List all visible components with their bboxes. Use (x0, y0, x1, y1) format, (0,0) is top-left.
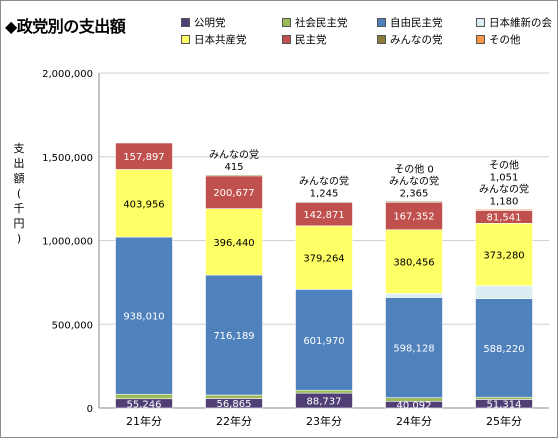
data-label: 598,128 (393, 344, 434, 355)
y-axis-label-char: ( (16, 187, 22, 200)
x-tick-label: 23年分 (306, 414, 342, 428)
bar-segment (205, 274, 263, 396)
bar-segment (295, 289, 353, 391)
y-axis-label-char: 円 (13, 217, 25, 230)
legend-label: 社会民主党 (295, 17, 348, 29)
data-label: 81,541 (487, 212, 522, 223)
data-label: 88,737 (307, 397, 342, 408)
data-label: 588,220 (483, 344, 524, 355)
data-label: 40,092 (397, 401, 432, 412)
data-label: 200,677 (213, 188, 254, 199)
y-tick-label: 500,000 (52, 320, 93, 331)
data-label: 56,865 (217, 399, 252, 410)
annotation-label: その他 0 (394, 162, 434, 175)
annotation-label: みんなの党 (209, 148, 259, 161)
bar-segment (295, 201, 353, 204)
y-axis-label-char: 額 (13, 172, 25, 185)
legend-label: 民主党 (295, 34, 327, 46)
bar-segment (295, 225, 353, 290)
data-label: 601,970 (303, 336, 344, 347)
data-label: 396,440 (213, 238, 254, 249)
bar-segment (205, 174, 263, 209)
annotation-label: みんなの党 (389, 174, 439, 187)
annotation-label: 1,180 (490, 196, 519, 207)
bar-segment (385, 200, 443, 203)
data-label: 379,264 (303, 254, 344, 265)
bar-segment (205, 208, 263, 276)
data-label: 167,352 (393, 212, 434, 223)
chart-title: ◆政党別の支出額 (5, 17, 126, 36)
y-axis-label-char: 出 (13, 157, 25, 170)
data-label: 716,189 (213, 331, 254, 342)
legend-swatch (476, 35, 485, 44)
legend-item: 社会民主党 (282, 15, 348, 30)
annotation-label: 1,051 (490, 172, 519, 183)
data-label: 157,897 (123, 152, 164, 163)
annotation-label: 2,365 (400, 188, 429, 199)
legend-item: その他 (476, 32, 521, 47)
y-tick-label: 1,500,000 (42, 153, 93, 164)
annotation-label: 415 (224, 162, 243, 173)
x-tick-label: 21年分 (126, 414, 162, 428)
x-tick-label: 22年分 (216, 414, 252, 428)
data-label: 55,246 (127, 399, 162, 410)
annotation-label: 1,245 (310, 189, 339, 200)
data-label: 373,280 (483, 251, 524, 262)
y-axis-label-char: ) (16, 232, 22, 245)
legend-item: 日本共産党 (181, 32, 247, 47)
legend-label: みんなの党 (390, 34, 443, 46)
y-tick-label: 2,000,000 (42, 69, 93, 80)
annotation-label: みんなの党 (299, 175, 349, 188)
legend-label: その他 (489, 34, 521, 46)
legend-label: 公明党 (194, 17, 226, 29)
legend-swatch (377, 18, 386, 27)
bar-segment (475, 298, 533, 398)
bar-segment (115, 169, 173, 238)
legend-label: 自由民主党 (390, 17, 443, 29)
bar-segment (205, 174, 263, 177)
legend-swatch (282, 18, 291, 27)
legend-swatch (377, 35, 386, 44)
x-tick-label: 25年分 (486, 414, 522, 428)
data-label: 380,456 (393, 258, 434, 269)
data-label: 938,010 (123, 312, 164, 323)
bar-segment (475, 222, 533, 287)
bar-segment (385, 297, 443, 398)
annotation-label: その他 (489, 158, 519, 171)
bar-segment (475, 208, 533, 211)
legend-swatch (181, 35, 190, 44)
x-tick-label: 24年分 (396, 414, 432, 428)
legend-item: みんなの党 (377, 32, 443, 47)
legend-swatch (476, 18, 485, 27)
bar-segment (115, 142, 173, 170)
legend-item: 日本維新の会 (476, 15, 552, 30)
y-tick-label: 0 (87, 404, 93, 415)
legend-label: 日本維新の会 (489, 17, 552, 29)
bar-segment (115, 236, 173, 395)
data-label: 142,871 (303, 210, 344, 221)
legend-item: 公明党 (181, 15, 226, 30)
data-label: 51,314 (487, 400, 522, 411)
y-tick-label: 1,000,000 (42, 237, 93, 248)
legend-label: 日本共産党 (194, 34, 247, 46)
annotation-label: みんなの党 (479, 182, 529, 195)
legend-swatch (282, 35, 291, 44)
y-axis-label: 支出額 ( 千円) (12, 141, 26, 246)
legend-swatch (181, 18, 190, 27)
bar-segment (385, 229, 443, 294)
y-axis-label-char: 支 (13, 142, 25, 155)
legend-item: 民主党 (282, 32, 327, 47)
bar-segment (385, 201, 443, 231)
y-axis-label-char: 千 (13, 202, 25, 215)
data-label: 403,956 (123, 199, 164, 210)
legend-item: 自由民主党 (377, 15, 443, 30)
